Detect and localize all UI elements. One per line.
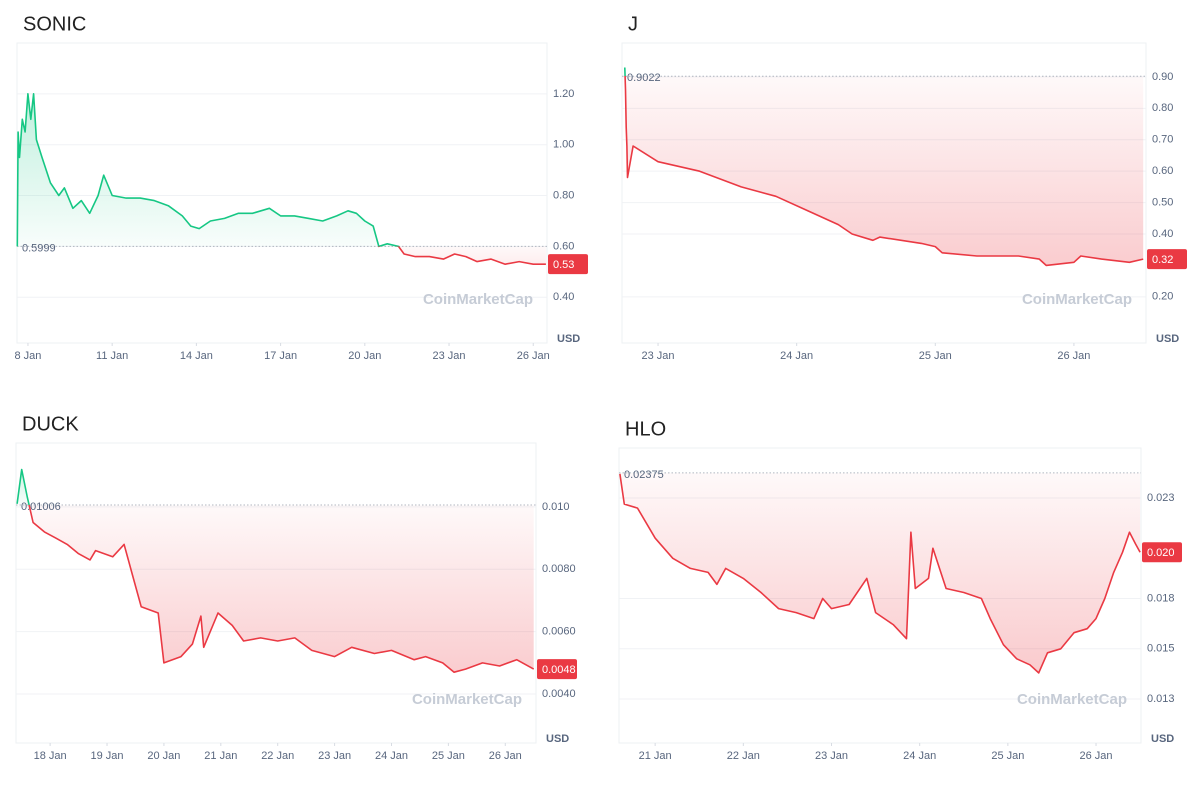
x-tick-label: 25 Jan bbox=[919, 350, 952, 362]
y-tick-label: 0.70 bbox=[1152, 134, 1173, 146]
x-tick-label: 17 Jan bbox=[264, 350, 297, 362]
price-line bbox=[624, 67, 1144, 267]
y-tick-label: 0.0080 bbox=[542, 563, 576, 575]
last-price-label: 0.0048 bbox=[542, 664, 576, 676]
chart-title: DUCK bbox=[22, 413, 79, 435]
x-tick-label: 11 Jan bbox=[96, 350, 128, 362]
baseline-label: 0.01006 bbox=[21, 501, 61, 513]
last-price-box bbox=[548, 254, 588, 275]
y-tick-label: 0.018 bbox=[1147, 592, 1175, 604]
plot-frame bbox=[621, 42, 1147, 344]
chart-panel: J 0.20 0.40 0.50 0.60 0.70 0.80 0.90 23 Jan 24 Ja… bbox=[621, 13, 1187, 362]
y-tick-label: 1.00 bbox=[553, 139, 574, 151]
watermark: CoinMarketCap bbox=[423, 291, 533, 308]
x-tick-label: 20 Jan bbox=[348, 350, 381, 362]
baseline-label: 0.9022 bbox=[627, 72, 661, 84]
x-tick-label: 20 Jan bbox=[147, 750, 180, 762]
x-tick-label: 26 Jan bbox=[1057, 350, 1090, 362]
y-tick-label: 0.010 bbox=[542, 501, 570, 513]
x-tick-label: 21 Jan bbox=[639, 750, 672, 762]
price-line bbox=[619, 473, 1141, 674]
y-tick-label: 0.80 bbox=[1152, 102, 1173, 114]
baseline-label: 0.02375 bbox=[624, 469, 664, 481]
x-tick-label: 24 Jan bbox=[375, 750, 408, 762]
plot-frame bbox=[15, 442, 537, 744]
x-tick-label: 25 Jan bbox=[991, 750, 1024, 762]
x-tick-label: 19 Jan bbox=[91, 750, 124, 762]
chart-title: J bbox=[628, 13, 638, 35]
x-tick-label: 22 Jan bbox=[727, 750, 760, 762]
baseline-label: 0.5999 bbox=[22, 242, 56, 254]
axis-unit: USD bbox=[1151, 733, 1174, 745]
last-price-box bbox=[1147, 249, 1187, 270]
x-tick-label: 25 Jan bbox=[432, 750, 465, 762]
x-tick-label: 23 Jan bbox=[642, 350, 675, 362]
watermark: CoinMarketCap bbox=[1017, 691, 1127, 708]
last-price-label: 0.53 bbox=[553, 259, 574, 271]
y-tick-label: 0.0040 bbox=[542, 688, 576, 700]
watermark: CoinMarketCap bbox=[1022, 291, 1132, 308]
watermark: CoinMarketCap bbox=[412, 691, 522, 708]
plot-frame bbox=[618, 447, 1142, 744]
chart-panel: SONIC 0.40 0.60 0.80 1.00 1.20 8 Jan 11 Jan 14 J… bbox=[14, 13, 588, 362]
x-tick-label: 24 Jan bbox=[903, 750, 936, 762]
y-tick-label: 1.20 bbox=[553, 88, 574, 100]
axis-unit: USD bbox=[546, 733, 569, 745]
last-price-label: 0.32 bbox=[1152, 254, 1173, 266]
chart-title: SONIC bbox=[23, 13, 86, 35]
y-tick-label: 0.60 bbox=[553, 240, 574, 252]
axis-unit: USD bbox=[557, 333, 580, 345]
chart-panel: HLO 0.013 0.015 0.018 0.023 21 Jan 22 Jan 23 Ja… bbox=[618, 418, 1182, 762]
y-tick-label: 0.013 bbox=[1147, 693, 1175, 705]
y-tick-label: 0.023 bbox=[1147, 492, 1175, 504]
x-tick-label: 22 Jan bbox=[261, 750, 294, 762]
x-tick-label: 26 Jan bbox=[489, 750, 522, 762]
x-tick-label: 8 Jan bbox=[14, 350, 41, 362]
last-price-box bbox=[537, 659, 577, 680]
x-tick-label: 23 Jan bbox=[318, 750, 351, 762]
y-tick-label: 0.20 bbox=[1152, 291, 1173, 303]
price-line bbox=[16, 468, 535, 673]
price-line bbox=[16, 93, 546, 265]
y-tick-label: 0.60 bbox=[1152, 165, 1173, 177]
y-tick-label: 0.0060 bbox=[542, 626, 576, 638]
chart-title: HLO bbox=[625, 418, 666, 440]
x-tick-label: 24 Jan bbox=[780, 350, 813, 362]
price-area bbox=[17, 469, 534, 673]
y-tick-label: 0.015 bbox=[1147, 643, 1175, 655]
price-area bbox=[17, 93, 546, 265]
y-tick-label: 0.80 bbox=[553, 189, 574, 201]
x-tick-label: 21 Jan bbox=[204, 750, 237, 762]
x-tick-label: 14 Jan bbox=[180, 350, 213, 362]
axis-unit: USD bbox=[1156, 333, 1179, 345]
last-price-label: 0.020 bbox=[1147, 547, 1175, 559]
price-area bbox=[624, 67, 1144, 266]
y-tick-label: 0.90 bbox=[1152, 71, 1173, 83]
x-tick-label: 23 Jan bbox=[815, 750, 848, 762]
y-tick-label: 0.50 bbox=[1152, 196, 1173, 208]
price-area bbox=[619, 472, 1141, 673]
x-tick-label: 23 Jan bbox=[433, 350, 466, 362]
chart-panel: DUCK 0.0040 0.0060 0.0080 0.010 18 Jan 19 Jan 2… bbox=[15, 413, 577, 762]
last-price-box bbox=[1142, 542, 1182, 563]
y-tick-label: 0.40 bbox=[1152, 228, 1173, 240]
x-tick-label: 26 Jan bbox=[1080, 750, 1113, 762]
x-tick-label: 18 Jan bbox=[34, 750, 67, 762]
x-tick-label: 26 Jan bbox=[517, 350, 550, 362]
y-tick-label: 0.40 bbox=[553, 291, 574, 303]
